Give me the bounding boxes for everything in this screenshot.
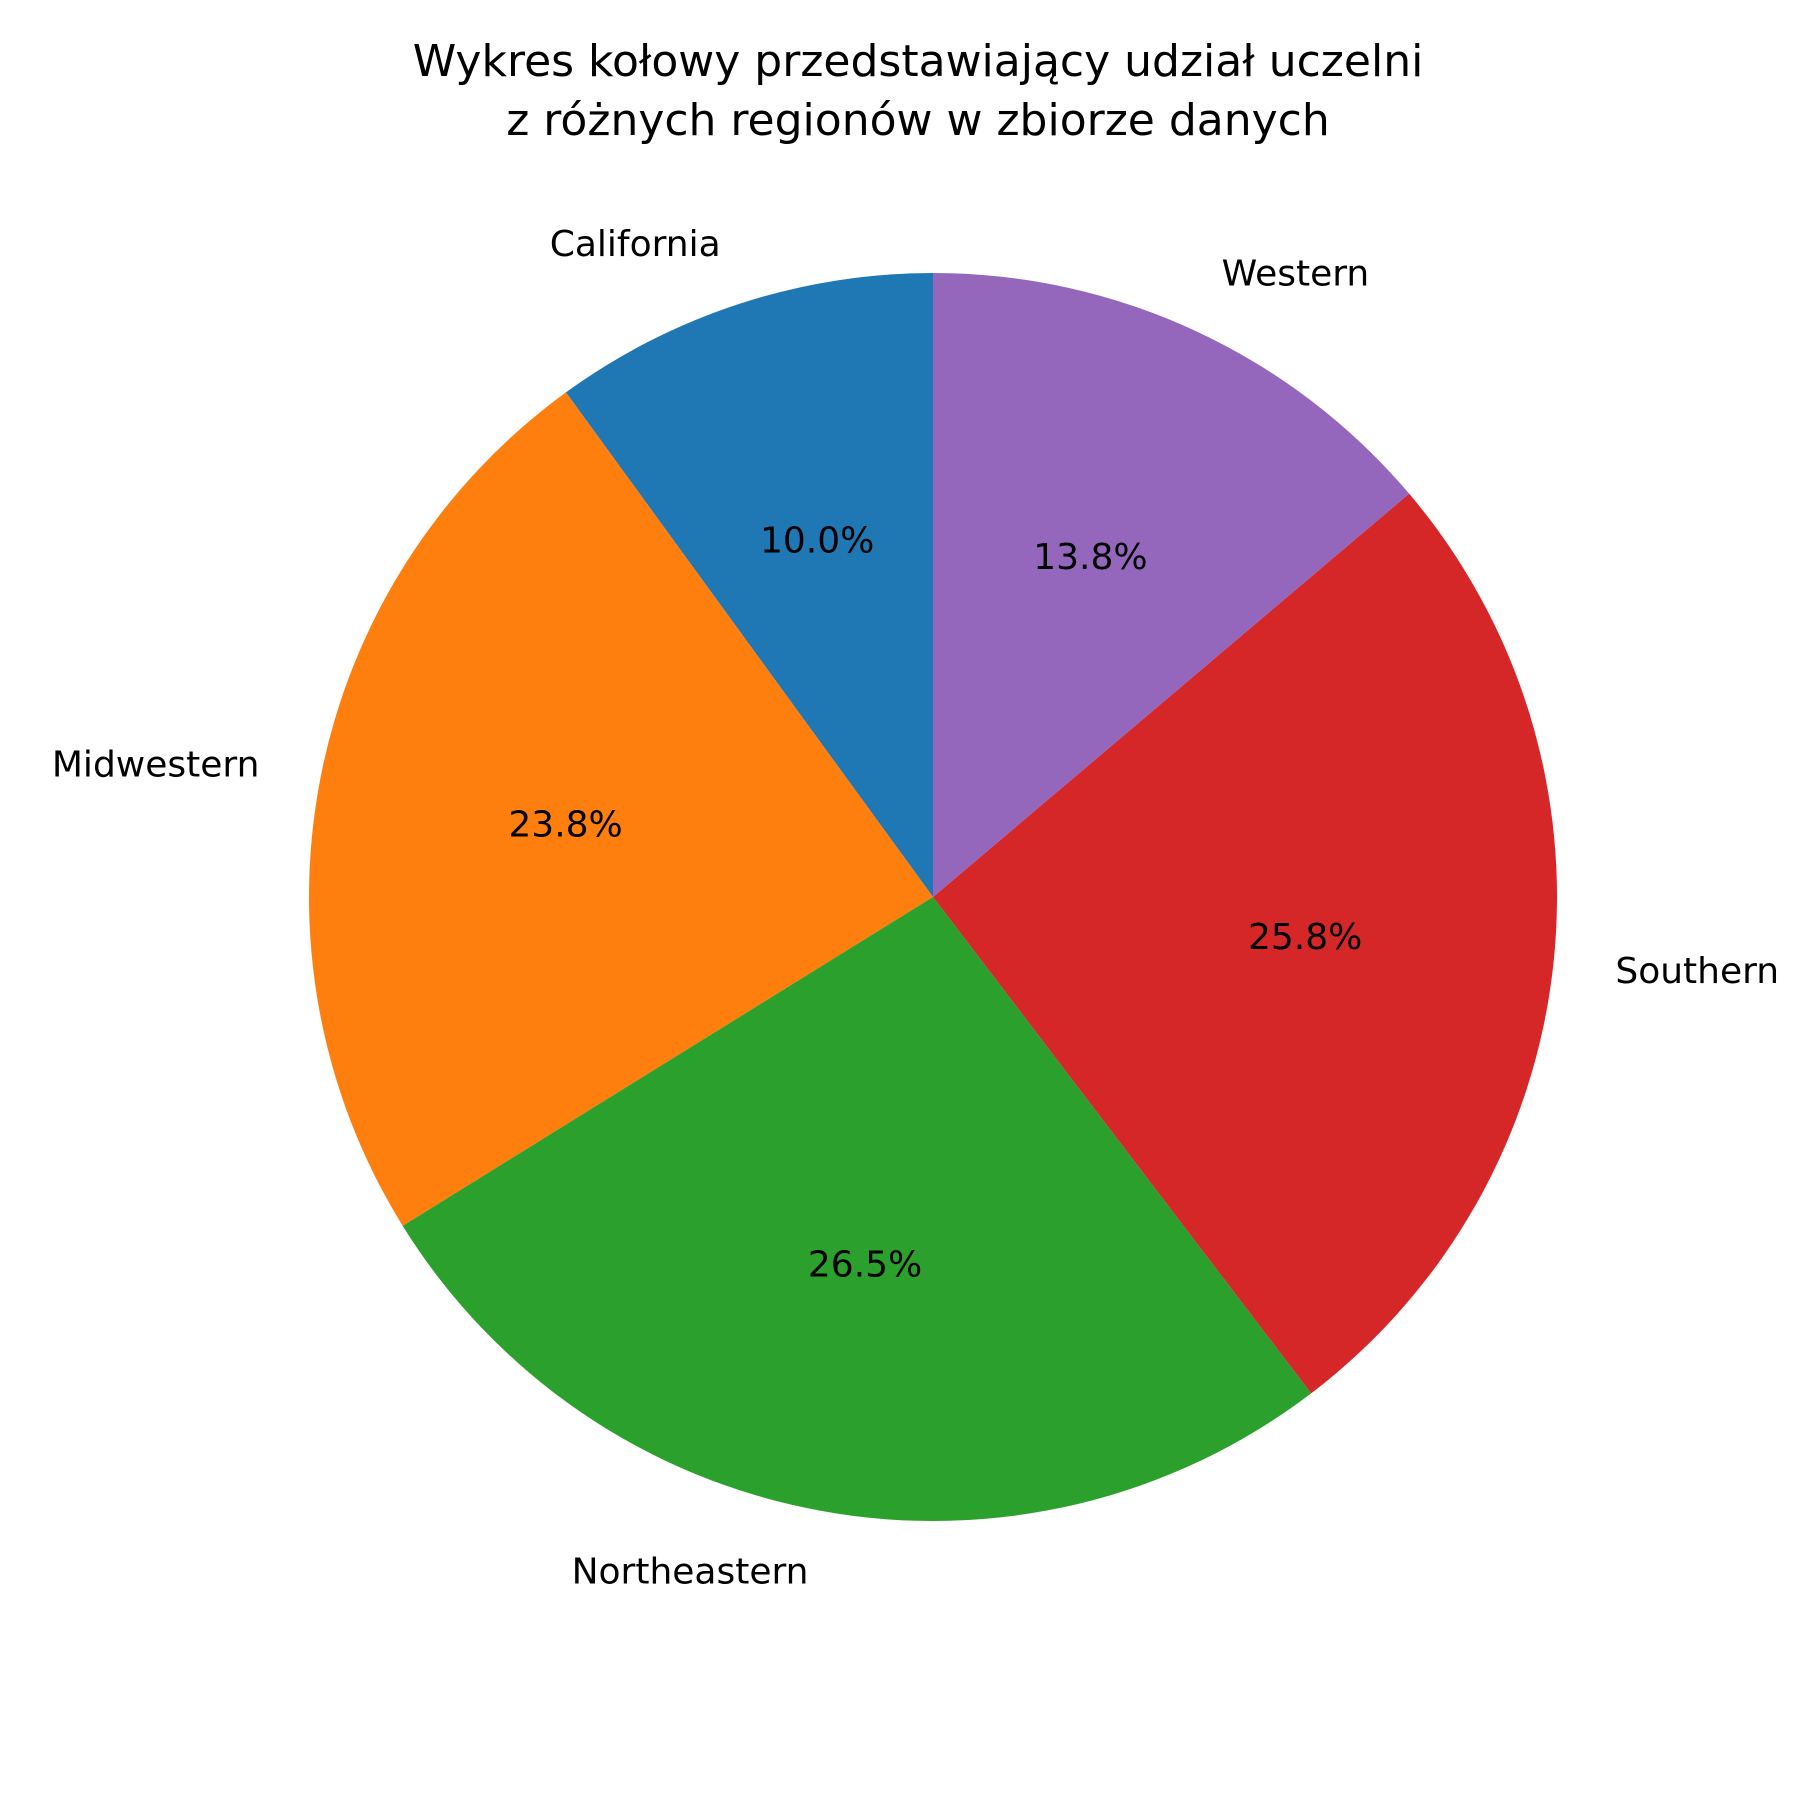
pie-slice-northeastern: [402, 897, 1312, 1521]
slice-label-southern: Southern: [1615, 951, 1779, 992]
slice-label-northeastern: Northeastern: [572, 1552, 809, 1593]
pie-slice-southern: [933, 493, 1558, 1394]
slice-label-california: California: [550, 224, 721, 265]
pie-slice-midwestern: [308, 392, 933, 1226]
slice-percent-northeastern: 26.5%: [808, 1245, 922, 1286]
slice-percent-western: 13.8%: [1033, 537, 1147, 578]
chart-title-line-1: Wykres kołowy przedstawiający udział ucz…: [413, 36, 1424, 87]
pie-slice-western: [933, 273, 1410, 897]
pie-slice-california: [565, 273, 933, 897]
slice-percent-california: 10.0%: [760, 520, 874, 561]
slice-label-midwestern: Midwestern: [52, 745, 260, 786]
slice-percent-southern: 25.8%: [1248, 917, 1362, 958]
slice-percent-midwestern: 23.8%: [508, 805, 622, 846]
slice-label-western: Western: [1222, 254, 1370, 295]
pie-labels: California 10.0% Midwestern 23.8% Northeaste…: [52, 224, 1779, 1593]
chart-title-line-2: z różnych regionów w zbiorze danych: [506, 95, 1330, 146]
pie-slices: [308, 273, 1558, 1521]
